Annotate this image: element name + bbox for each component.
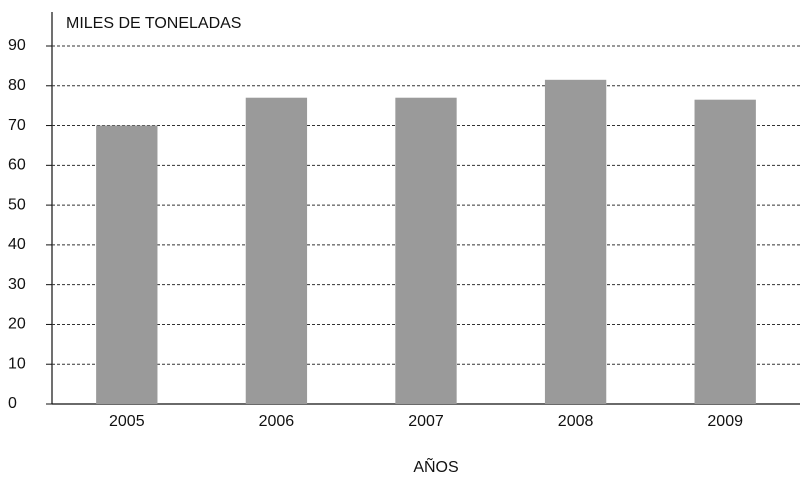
y-tick-label: 40 <box>8 236 26 253</box>
bar <box>96 125 158 405</box>
y-tick-label: 50 <box>8 196 26 213</box>
y-tick-label: 90 <box>8 37 26 54</box>
y-tick-label: 10 <box>8 355 26 372</box>
y-tick-label: 0 <box>8 395 17 412</box>
y-axis-label: MILES DE TONELADAS <box>66 15 241 32</box>
x-tick-label: 2008 <box>558 413 594 430</box>
bar <box>245 97 308 404</box>
x-axis-label: AÑOS <box>413 456 458 476</box>
y-tick-label: 30 <box>8 276 26 293</box>
bar <box>395 97 457 404</box>
x-tick-label: 2009 <box>707 413 743 430</box>
y-tick-label: 60 <box>8 157 26 174</box>
x-tick-label: 2007 <box>408 413 444 430</box>
y-tick-label: 20 <box>8 316 26 333</box>
y-tick-label: 80 <box>8 77 26 94</box>
x-tick-label: 2005 <box>109 413 145 430</box>
bar <box>694 99 756 404</box>
x-tick-label: 2006 <box>259 413 295 430</box>
y-tick-label: 70 <box>8 117 26 134</box>
bar <box>544 79 607 405</box>
